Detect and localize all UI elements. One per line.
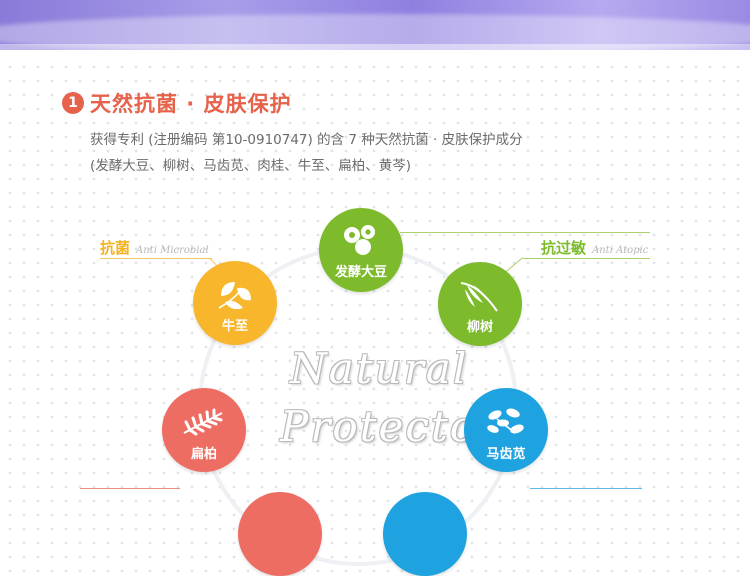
category-antimicrobial-cn: 抗菌 [100,239,131,257]
category-antiatopic: 抗过敏 Anti Atopic [541,237,648,258]
ingredient-partial-bottom-right [383,492,467,576]
antiatopic-underline [523,258,650,259]
category-antiatopic-cn: 抗过敏 [541,239,587,257]
ingredient-willow: 柳树 [438,262,522,346]
leaf-icon [218,282,251,310]
antimicrobial-underline [100,258,212,259]
ingredient-thuja-label: 扁柏 [190,447,217,462]
ingredient-soy-label: 发酵大豆 [334,265,387,280]
soybean-icon [344,225,375,256]
bottom-right-connector [530,488,642,489]
ingredient-purslane-label: 马齿苋 [486,447,526,462]
category-antiatopic-en: Anti Atopic [592,245,649,256]
ingredient-oregano: 牛至 [193,261,277,345]
ingredient-partial-bottom-left [238,492,322,576]
willow-leaf-icon [460,282,498,312]
section-description-line2: (发酵大豆、柳树、马齿苋、肉桂、牛至、扁柏、黄芩) [90,158,412,174]
section-description-line1: 获得专利 (注册编码 第10-0910747) 的含 7 种天然抗菌 · 皮肤保… [90,132,523,148]
antiatopic-connector [505,257,523,273]
antiatopic-connector-top [400,232,650,233]
ingredient-soy: 发酵大豆 [319,208,403,292]
purslane-icon [487,408,524,434]
bottom-left-connector [80,488,180,489]
section-number-badge: 1 [62,92,84,114]
top-banner [0,0,750,50]
thuja-branch-icon [183,408,223,436]
ingredient-purslane: 马齿苋 [464,388,548,472]
ingredient-thuja: 扁柏 [162,388,246,472]
ingredient-oregano-label: 牛至 [221,319,248,334]
watermark-natural: Natural [290,344,469,393]
ingredient-willow-label: 柳树 [466,320,493,335]
banner-divider [0,50,750,62]
watermark-protector: Protector [280,402,500,451]
category-antimicrobial: 抗菌 Anti Microbial [100,237,209,258]
category-antimicrobial-en: Anti Microbial [136,245,209,256]
section-title: 天然抗菌 · 皮肤保护 [90,92,292,116]
